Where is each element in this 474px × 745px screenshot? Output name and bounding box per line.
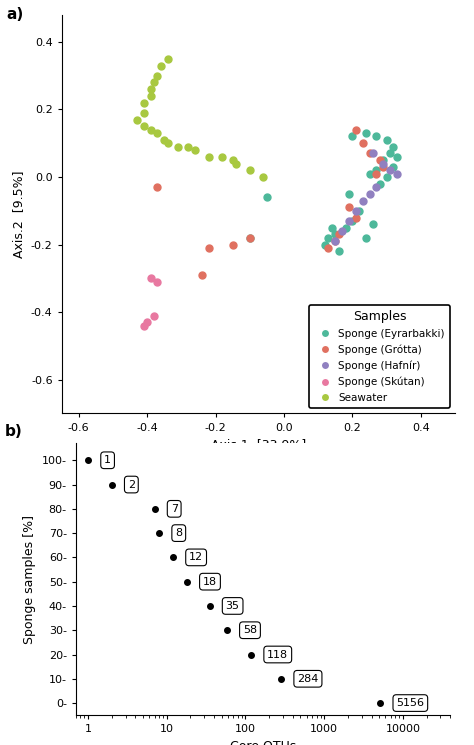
Y-axis label: Axis.2  [9.5%]: Axis.2 [9.5%] bbox=[12, 171, 25, 258]
Text: 35: 35 bbox=[226, 601, 240, 611]
Y-axis label: Sponge samples [%]: Sponge samples [%] bbox=[23, 515, 36, 644]
Text: 18: 18 bbox=[203, 577, 217, 586]
Text: a): a) bbox=[7, 7, 24, 22]
Legend: Sponge (Eyrarbakki), Sponge (Grótta), Sponge (Hafnír), Sponge (Skútan), Seawater: Sponge (Eyrarbakki), Sponge (Grótta), Sp… bbox=[309, 305, 450, 408]
Text: 7: 7 bbox=[171, 504, 178, 514]
Text: 2: 2 bbox=[128, 480, 135, 489]
Text: 8: 8 bbox=[175, 528, 182, 538]
Text: b): b) bbox=[5, 424, 22, 440]
Text: 12: 12 bbox=[189, 552, 203, 562]
Text: 118: 118 bbox=[267, 650, 288, 659]
Text: 284: 284 bbox=[297, 673, 319, 684]
Text: 1: 1 bbox=[104, 455, 111, 466]
X-axis label: Axis.1  [33.9%]: Axis.1 [33.9%] bbox=[211, 438, 306, 451]
Text: 5156: 5156 bbox=[396, 698, 424, 708]
X-axis label: Core OTUs: Core OTUs bbox=[230, 740, 296, 745]
Text: 58: 58 bbox=[243, 625, 257, 635]
